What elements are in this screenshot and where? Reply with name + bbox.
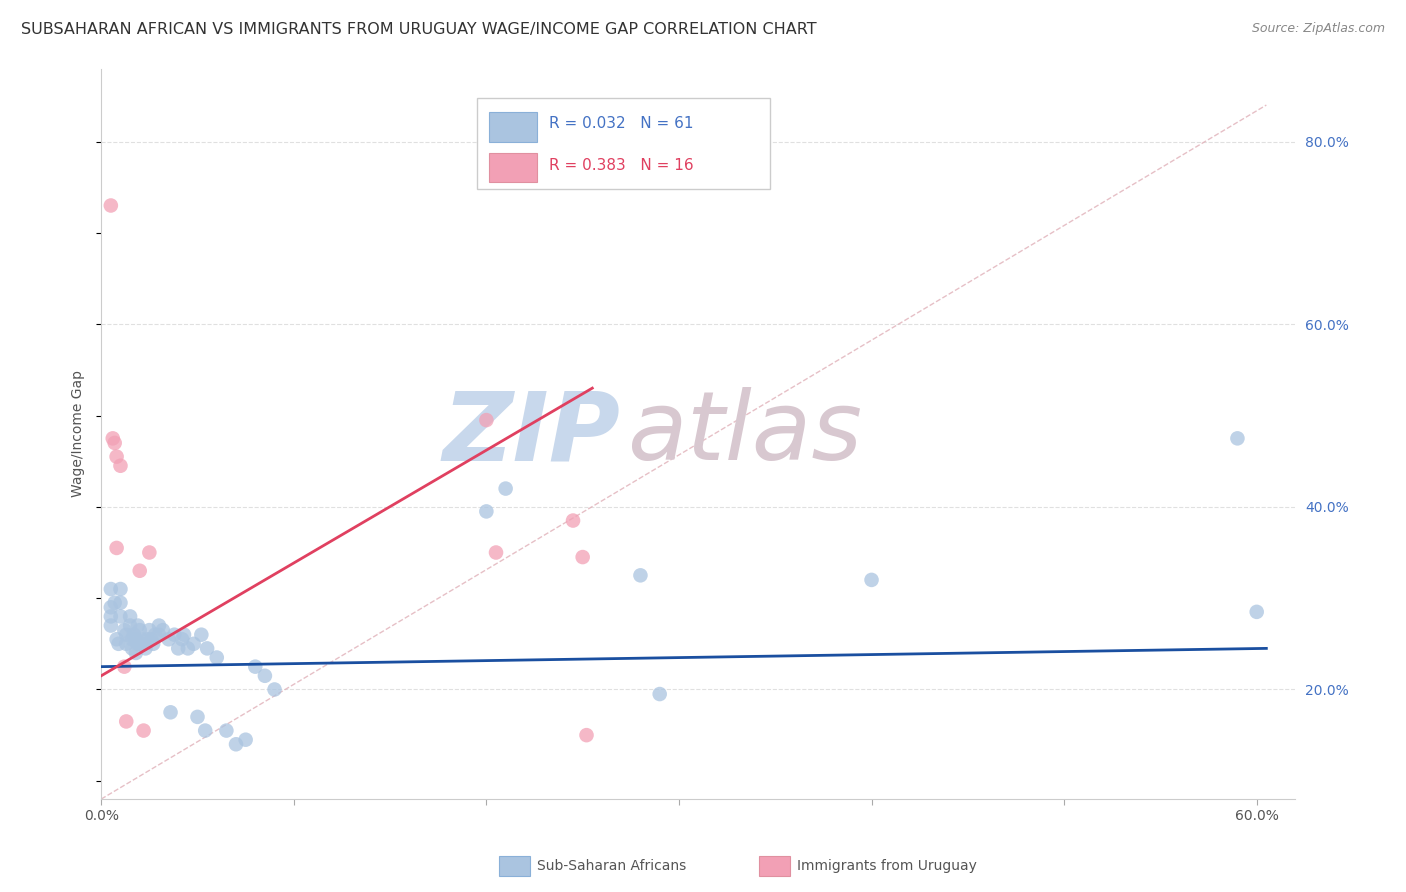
Text: ZIP: ZIP — [443, 387, 620, 480]
Point — [100, 198, 122, 212]
Point — [100, 609, 122, 624]
Point — [120, 609, 142, 624]
FancyBboxPatch shape — [489, 153, 537, 182]
Point — [235, 732, 257, 747]
Point — [122, 628, 145, 642]
Point — [101, 431, 124, 445]
FancyBboxPatch shape — [489, 112, 537, 142]
Text: R = 0.383   N = 16: R = 0.383 N = 16 — [548, 158, 693, 173]
Point — [132, 723, 155, 738]
Point — [225, 737, 247, 751]
Point — [138, 623, 160, 637]
Point — [215, 723, 238, 738]
Point — [136, 632, 159, 647]
Point — [475, 413, 498, 427]
Point — [141, 632, 163, 647]
Point — [110, 582, 132, 596]
Point — [120, 618, 142, 632]
Point — [159, 706, 181, 720]
Point — [105, 632, 128, 647]
Point — [104, 436, 127, 450]
Point — [205, 650, 228, 665]
Point — [142, 637, 165, 651]
Point — [172, 632, 194, 647]
Point — [152, 623, 174, 637]
Text: Immigrants from Uruguay: Immigrants from Uruguay — [797, 859, 977, 873]
Point — [105, 450, 128, 464]
Point — [112, 623, 135, 637]
Point — [571, 550, 593, 565]
Point — [112, 659, 135, 673]
Point — [121, 641, 143, 656]
Text: SUBSAHARAN AFRICAN VS IMMIGRANTS FROM URUGUAY WAGE/INCOME GAP CORRELATION CHART: SUBSAHARAN AFRICAN VS IMMIGRANTS FROM UR… — [21, 22, 817, 37]
Point — [148, 628, 170, 642]
Point — [138, 545, 160, 559]
Point — [173, 628, 195, 642]
Point — [100, 618, 122, 632]
Point — [263, 682, 285, 697]
Y-axis label: Wage/Income Gap: Wage/Income Gap — [72, 370, 86, 498]
Point — [485, 545, 508, 559]
Text: R = 0.032   N = 61: R = 0.032 N = 61 — [548, 116, 693, 131]
Point — [115, 637, 138, 651]
Point — [128, 637, 150, 651]
Point — [143, 628, 166, 642]
Point — [194, 723, 217, 738]
Point — [177, 641, 200, 656]
Point — [245, 659, 267, 673]
Point — [107, 637, 129, 651]
Point — [190, 628, 212, 642]
Point — [132, 637, 155, 651]
Point — [186, 710, 208, 724]
Point — [495, 482, 517, 496]
Text: atlas: atlas — [627, 387, 862, 480]
Point — [860, 573, 883, 587]
Point — [562, 514, 585, 528]
Point — [128, 623, 150, 637]
Point — [253, 669, 276, 683]
Text: Source: ZipAtlas.com: Source: ZipAtlas.com — [1251, 22, 1385, 36]
Point — [115, 714, 138, 729]
Point — [1246, 605, 1268, 619]
Point — [100, 582, 122, 596]
Point — [127, 637, 149, 651]
Point — [157, 632, 180, 647]
Point — [575, 728, 598, 742]
Point — [100, 600, 122, 615]
Point — [475, 504, 498, 518]
Point — [115, 628, 138, 642]
Point — [105, 541, 128, 555]
Point — [163, 628, 186, 642]
Point — [167, 641, 190, 656]
Point — [110, 596, 132, 610]
Point — [1226, 431, 1249, 445]
Point — [110, 609, 132, 624]
Point — [110, 458, 132, 473]
Point — [183, 637, 205, 651]
Point — [127, 618, 149, 632]
Point — [148, 618, 170, 632]
Point — [630, 568, 652, 582]
Point — [648, 687, 671, 701]
Point — [131, 632, 153, 647]
Point — [134, 641, 156, 656]
Point — [125, 632, 148, 647]
Text: Sub-Saharan Africans: Sub-Saharan Africans — [537, 859, 686, 873]
FancyBboxPatch shape — [477, 98, 770, 189]
Point — [195, 641, 218, 656]
Point — [128, 564, 150, 578]
Point — [125, 646, 148, 660]
Point — [121, 632, 143, 647]
Point — [104, 596, 127, 610]
